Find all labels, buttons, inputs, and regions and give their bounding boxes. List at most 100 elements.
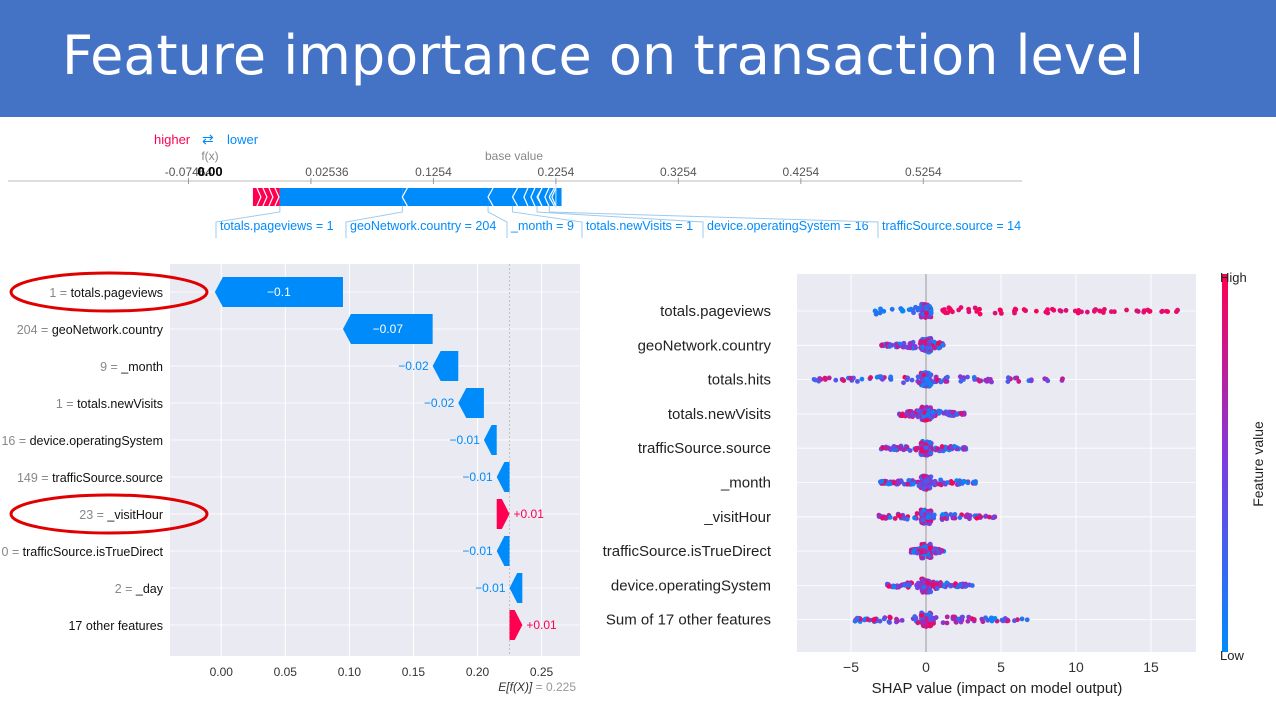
beeswarm-point	[940, 512, 946, 517]
force-plot: higher ⇄ lower -0.07464 0.02536 0.1254 0.22…	[8, 131, 1022, 238]
waterfall-tick-label: 0.10	[338, 665, 362, 679]
beeswarm-point	[841, 378, 847, 383]
beeswarm-point	[918, 452, 924, 458]
beeswarm-feature-label: totals.pageviews	[660, 303, 771, 320]
beeswarm-point	[957, 515, 963, 521]
waterfall-feature-label: 0 = trafficSource.isTrueDirect	[1, 545, 163, 559]
beeswarm-feature-label: trafficSource.isTrueDirect	[603, 543, 772, 560]
beeswarm-point	[933, 546, 939, 552]
waterfall-value-label: −0.01	[475, 581, 506, 595]
waterfall-tick-label: 0.15	[402, 665, 426, 679]
beeswarm-point	[873, 311, 879, 317]
annotation-circle	[9, 493, 209, 535]
base-expected-label: E[f(X)] = 0.225	[498, 680, 576, 694]
slide-title: Feature importance on transaction level	[62, 24, 1144, 87]
beeswarm-point	[927, 521, 932, 527]
beeswarm-point	[887, 514, 893, 520]
colorbar	[1222, 274, 1228, 652]
waterfall-feature-value: 1 =	[56, 397, 77, 411]
beeswarm-point	[918, 550, 924, 555]
waterfall-bar	[496, 499, 510, 529]
beeswarm-point	[868, 375, 874, 380]
beeswarm-plot: totals.pageviews geoNetwork.country totals…	[603, 270, 1266, 697]
waterfall-value-label: +0.01	[514, 507, 545, 521]
force-chevron	[256, 187, 262, 207]
force-legend: higher ⇄ lower	[154, 131, 259, 147]
beeswarm-point	[944, 580, 950, 586]
waterfall-feature-label: 204 = geoNetwork.country	[17, 323, 164, 337]
waterfall-feature-label: 17 other features	[68, 619, 163, 633]
beeswarm-point	[949, 409, 955, 415]
beeswarm-point	[986, 514, 992, 520]
beeswarm-point	[931, 512, 937, 518]
beeswarm-point	[1005, 618, 1011, 624]
beeswarm-point	[931, 413, 936, 419]
beeswarm-point	[948, 512, 954, 517]
waterfall-feature-label: 1 = totals.newVisits	[56, 397, 163, 411]
beeswarm-point	[932, 550, 938, 556]
waterfall-feature-label: 16 = device.operatingSystem	[1, 434, 163, 448]
beeswarm-point	[833, 377, 839, 383]
force-connector	[536, 206, 704, 238]
beeswarm-point	[900, 308, 906, 314]
beeswarm-point	[915, 413, 920, 419]
beeswarm-point	[955, 584, 961, 590]
beeswarm-point	[848, 375, 853, 381]
beeswarm-point	[940, 342, 946, 348]
expected-value-text: = 0.225	[532, 680, 576, 694]
waterfall-feature-name: trafficSource.isTrueDirect	[23, 545, 164, 559]
beeswarm-point	[915, 374, 921, 380]
beeswarm-point	[904, 582, 910, 588]
waterfall-feature-value: 23 =	[79, 508, 107, 522]
force-tick-label: 0.4254	[782, 165, 819, 179]
beeswarm-point	[932, 481, 937, 486]
beeswarm-point	[945, 412, 951, 418]
force-connector	[345, 206, 403, 238]
beeswarm-point	[886, 583, 892, 589]
beeswarm-point	[945, 374, 950, 380]
force-feature-label: _month = 9	[510, 219, 574, 233]
colorbar-high: High	[1220, 270, 1247, 285]
beeswarm-point	[884, 445, 889, 451]
waterfall-tick-label: 0.25	[530, 665, 554, 679]
beeswarm-point	[899, 413, 905, 418]
beeswarm-point	[896, 513, 902, 519]
waterfall-value-label: −0.02	[398, 359, 429, 373]
waterfall-tick-label: 0.05	[274, 665, 298, 679]
beeswarm-point	[943, 379, 948, 384]
beeswarm-point	[940, 620, 946, 626]
waterfall-feature-name: device.operatingSystem	[30, 434, 163, 448]
beeswarm-point	[924, 376, 929, 382]
beeswarm-point	[887, 615, 893, 621]
beeswarm-point	[934, 586, 940, 591]
beeswarm-point	[958, 619, 964, 625]
beeswarm-point	[948, 444, 954, 450]
beeswarm-point	[1102, 307, 1107, 312]
beeswarm-point	[877, 618, 883, 624]
waterfall-feature-label: 149 = trafficSource.source	[17, 471, 163, 485]
beeswarm-point	[1043, 309, 1049, 315]
beeswarm-feature-label: trafficSource.source	[638, 440, 771, 457]
beeswarm-point	[965, 374, 970, 380]
waterfall-tick-label: 0.20	[466, 665, 490, 679]
beeswarm-point	[992, 310, 998, 316]
beeswarm-point	[901, 515, 906, 521]
beeswarm-point	[941, 309, 947, 314]
beeswarm-point	[932, 339, 937, 345]
beeswarm-point	[826, 375, 832, 381]
beeswarm-point	[906, 478, 912, 483]
beeswarm-point	[1076, 308, 1082, 313]
beeswarm-point	[879, 478, 885, 484]
beeswarm-point	[974, 308, 980, 314]
beeswarm-point	[920, 623, 926, 629]
force-feature-label: geoNetwork.country = 204	[350, 219, 496, 233]
waterfall-plot: −0.1 1 = totals.pageviews −0.07 204 = geoNe…	[1, 264, 580, 694]
beeswarm-tick-label: −5	[843, 659, 859, 675]
beeswarm-point	[1012, 618, 1017, 624]
waterfall-feature-value: 1 =	[49, 286, 70, 300]
beeswarm-point	[915, 620, 921, 626]
beeswarm-feature-label: device.operatingSystem	[611, 577, 771, 594]
beeswarm-point	[925, 412, 931, 417]
beeswarm-point	[1108, 309, 1114, 315]
waterfall-bar	[496, 536, 510, 566]
